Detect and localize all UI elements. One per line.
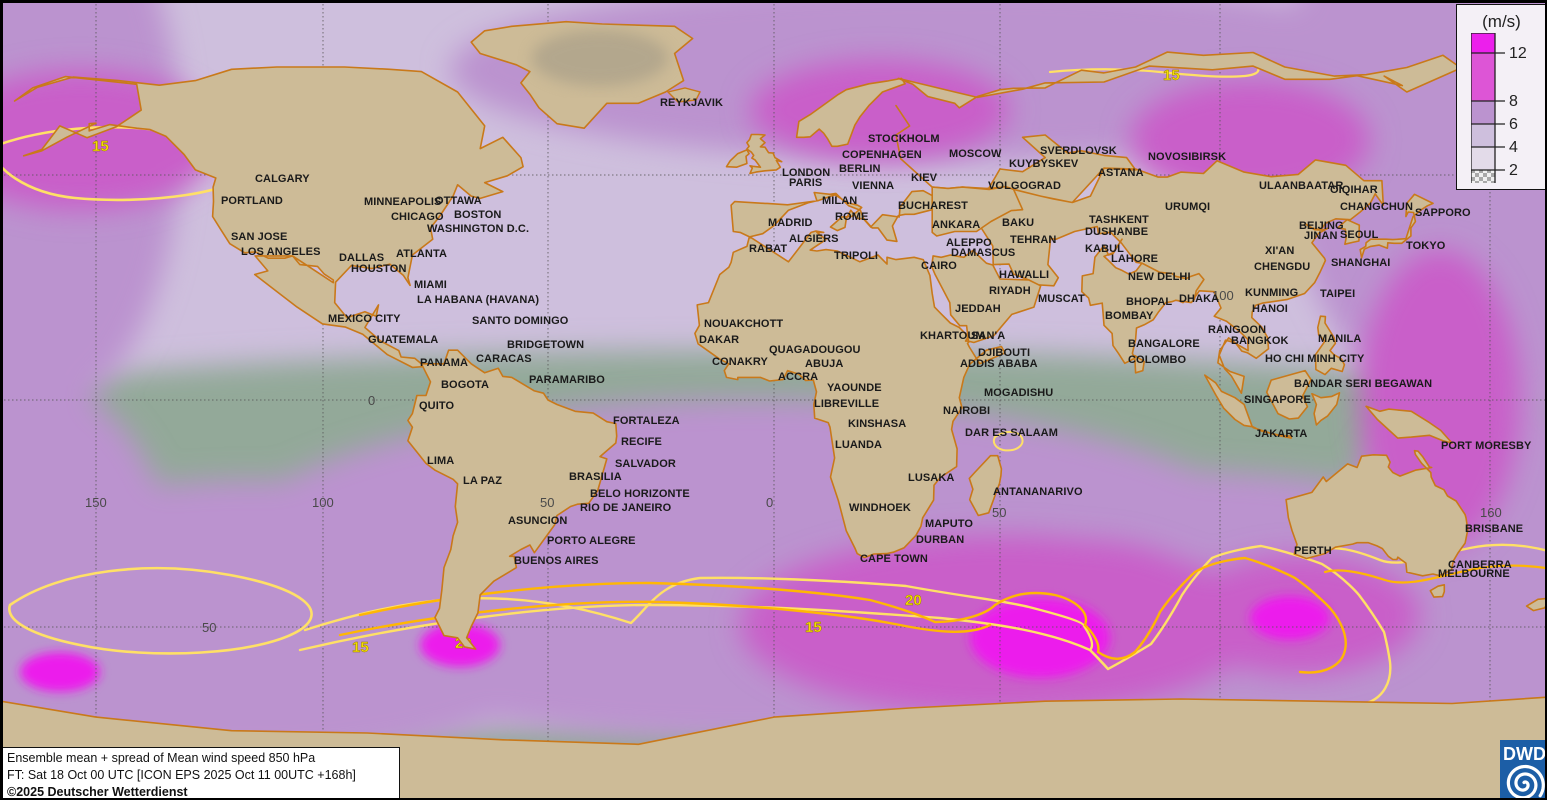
- svg-text:6: 6: [1509, 116, 1518, 133]
- svg-text:8: 8: [1509, 93, 1518, 110]
- svg-text:12: 12: [1509, 45, 1527, 62]
- svg-text:20: 20: [905, 592, 922, 609]
- svg-text:15: 15: [352, 639, 369, 656]
- svg-text:DWD: DWD: [1503, 744, 1546, 764]
- svg-text:15: 15: [805, 619, 822, 636]
- svg-text:15: 15: [1163, 67, 1180, 84]
- svg-text:2: 2: [1509, 162, 1518, 179]
- svg-text:4: 4: [1509, 139, 1518, 156]
- svg-text:15: 15: [92, 138, 109, 155]
